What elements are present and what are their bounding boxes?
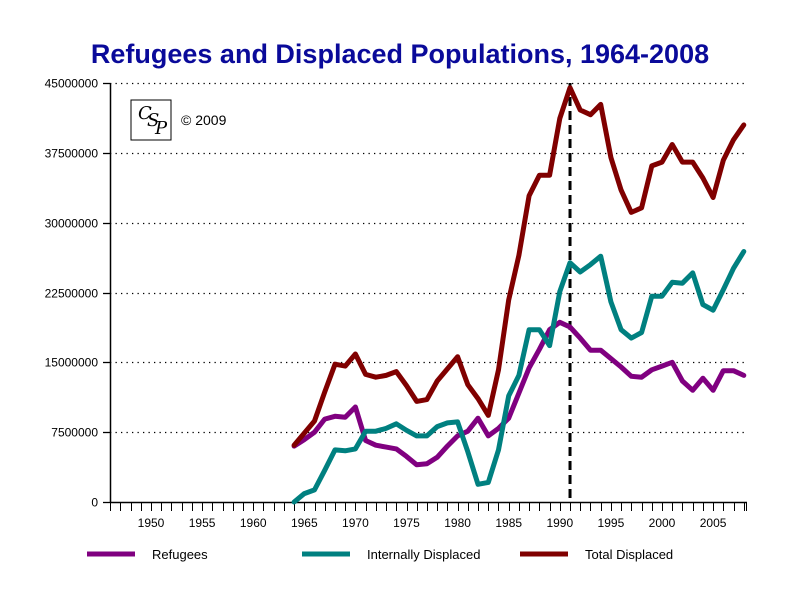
y-tick-label: 45000000 <box>45 77 99 91</box>
x-tick-label: 1995 <box>598 516 625 530</box>
logo-letter-s: S <box>147 110 159 131</box>
x-tick-label: 1965 <box>291 516 318 530</box>
legend-label-refugees: Refugees <box>152 547 208 562</box>
series-line-refugees <box>291 319 747 468</box>
copyright-text: © 2009 <box>181 112 227 128</box>
y-tick-label: 37500000 <box>45 147 99 161</box>
x-tick-label: 2005 <box>700 516 727 530</box>
series-lines <box>291 85 747 505</box>
gridlines <box>110 82 747 434</box>
chart-title: Refugees and Displaced Populations, 1964… <box>91 39 709 69</box>
x-axis: 1950 1955 1960 1965 1970 1975 1980 1985 1990 1995… <box>110 501 747 530</box>
logo-letter-p: P <box>154 118 168 139</box>
y-tick-label: 7500000 <box>51 426 98 440</box>
series-line-internally-displaced <box>291 249 747 505</box>
legend-label-internally-displaced: Internally Displaced <box>367 547 480 562</box>
y-tick-label: 0 <box>91 496 98 510</box>
y-axis: 0 7500000 15000000 22500000 30000000 37500000… <box>45 77 112 510</box>
x-tick-label: 1985 <box>495 516 522 530</box>
x-tick-label: 2000 <box>649 516 676 530</box>
x-tick-label: 1950 <box>138 516 165 530</box>
logo-letter-c: C <box>138 103 152 124</box>
legend-label-total-displaced: Total Displaced <box>585 547 673 562</box>
y-tick-label: 15000000 <box>45 356 99 370</box>
legend: Refugees Internally Displaced Total Displa… <box>87 547 673 562</box>
x-tick-label: 1960 <box>240 516 267 530</box>
csp-logo: C S P <box>130 99 172 141</box>
x-tick-label: 1980 <box>444 516 471 530</box>
logo-box <box>130 99 172 141</box>
x-tick-label: 1970 <box>342 516 369 530</box>
y-tick-label: 22500000 <box>45 287 99 301</box>
series-line-total-displaced <box>291 85 747 448</box>
y-tick-label: 30000000 <box>45 217 99 231</box>
x-tick-label: 1975 <box>393 516 420 530</box>
x-tick-label: 1990 <box>546 516 573 530</box>
x-tick-label: 1955 <box>189 516 216 530</box>
